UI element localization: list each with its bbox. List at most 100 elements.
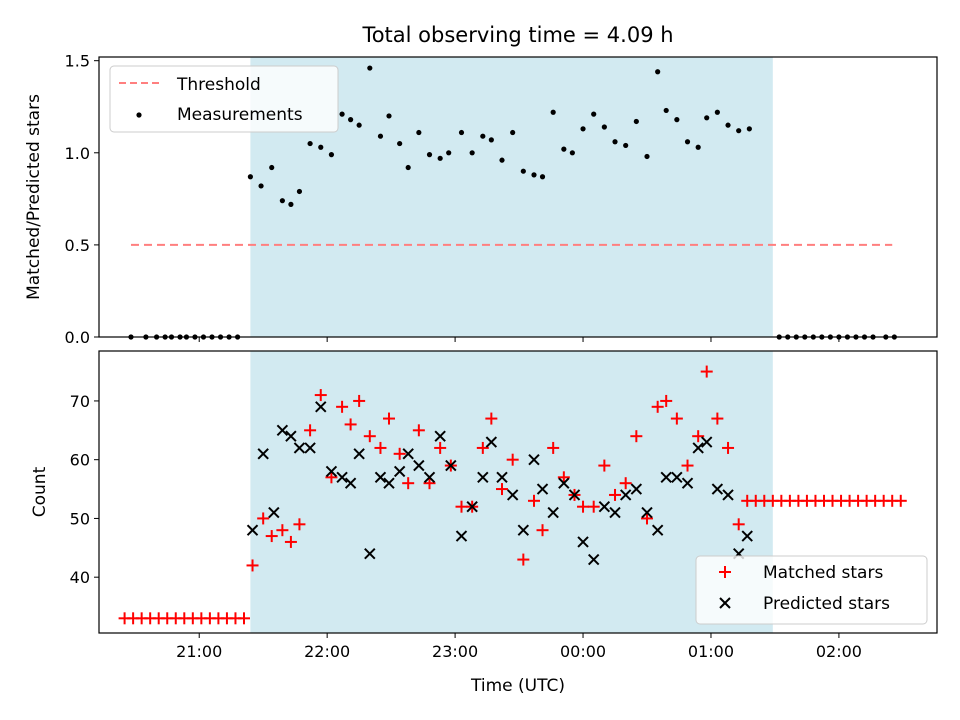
matched-star-point (506, 453, 519, 466)
y-tick-label: 0.5 (65, 236, 90, 255)
matched-star-point (265, 530, 278, 543)
matched-star-point (587, 500, 600, 513)
matched-star-point (681, 459, 694, 472)
measurement-point (499, 157, 505, 163)
x-tick-label: 21:00 (176, 642, 222, 661)
predicted-star-point (587, 553, 600, 566)
predicted-star-point (402, 448, 414, 460)
measurement-point (279, 198, 285, 204)
predicted-star-point (304, 442, 316, 454)
predicted-star-point (393, 465, 406, 478)
predicted-star-point (485, 436, 498, 448)
predicted-star-point (651, 524, 664, 536)
measurement-point (258, 183, 264, 189)
predicted-star-point (477, 471, 489, 484)
predicted-star-point (630, 483, 643, 495)
matched-star-point (382, 412, 395, 425)
matched-star-point (692, 430, 705, 443)
measurement-point (469, 150, 475, 156)
measurement-point (288, 201, 294, 207)
measurement-point (356, 122, 362, 128)
predicted-star-point (276, 424, 289, 437)
measurement-point (307, 140, 313, 147)
measurement-point (426, 152, 433, 158)
x-tick-label: 01:00 (688, 642, 734, 661)
x-tick-label: 02:00 (816, 642, 862, 661)
predicted-stars-legend-marker (719, 597, 731, 609)
predicted-star-point (681, 477, 694, 489)
matched-star-point (304, 424, 317, 437)
predicted-star-point (641, 506, 653, 519)
predicted-star-point (722, 489, 734, 501)
measurement-point (591, 111, 597, 117)
measurement-point (714, 109, 720, 115)
measurement-point (663, 107, 669, 114)
predicted-star-point (413, 459, 425, 472)
threshold-legend-label: Threshold (176, 75, 261, 95)
predicted-star-point (285, 430, 297, 442)
matched-star-point (246, 559, 259, 572)
x-tick-label: 22:00 (304, 642, 350, 661)
matched-star-point (412, 424, 425, 437)
y-tick-label: 40 (70, 568, 90, 587)
predicted-star-point (577, 536, 589, 548)
matched-star-point (455, 500, 468, 513)
predicted-star-point (466, 500, 478, 513)
measurement-point (674, 117, 680, 123)
measurement-point (725, 122, 731, 128)
predicted-star-point (257, 448, 269, 460)
predicted-star-point (364, 547, 376, 560)
matched-star-point (517, 553, 530, 566)
ratio-legend: Threshold Measurements (109, 65, 339, 133)
matched-star-point (619, 477, 632, 490)
predicted-star-point (246, 524, 259, 536)
measurement-point (367, 65, 373, 71)
measurement-point (437, 155, 443, 161)
y-tick-label: 0.0 (65, 328, 90, 347)
measurement-point (539, 174, 546, 180)
predicted-star-point (445, 459, 457, 472)
matched-star-point (577, 500, 590, 513)
predicted-stars-legend-label: Predicted stars (763, 594, 890, 614)
count-panel-frame (98, 350, 938, 634)
matched-star-point (557, 471, 570, 484)
predicted-star-point (336, 471, 348, 484)
matched-star-point (344, 418, 357, 431)
measurement-point (655, 69, 661, 75)
measurement-point (397, 140, 403, 147)
measurement-point (328, 152, 335, 158)
matched-star-point (609, 488, 622, 501)
measurement-point (318, 144, 324, 150)
measurement-point (531, 172, 537, 178)
measurement-point (736, 128, 742, 134)
measurement-point (348, 117, 354, 123)
predicted-star-point (536, 483, 549, 495)
predicted-star-point (268, 506, 280, 519)
y-tick-label: 60 (70, 451, 90, 470)
predicted-star-point (558, 477, 570, 489)
measurement-point (644, 153, 650, 160)
measurement-point (510, 129, 516, 136)
matched-star-point (641, 512, 654, 525)
predicted-star-point (506, 489, 519, 501)
measurement-point (247, 174, 253, 180)
matched-star-point (894, 494, 907, 507)
measurement-point (580, 126, 586, 132)
predicted-star-point (517, 524, 530, 536)
count-y-axis-label: Count (30, 466, 50, 517)
matched-star-point (393, 447, 406, 460)
matched-star-point (651, 400, 664, 413)
measurement-point (269, 164, 275, 171)
measurement-point (601, 124, 607, 130)
matched-star-point (363, 430, 376, 443)
predicted-star-point (711, 483, 724, 495)
matched-star-point (598, 459, 611, 472)
count-legend-box (695, 555, 928, 625)
x-tick-label: 00:00 (560, 642, 606, 661)
predicted-star-point (692, 442, 704, 454)
matched-star-point (336, 400, 349, 413)
predicted-star-point (619, 489, 632, 501)
matched-star-point (374, 441, 387, 454)
predicted-star-point (353, 448, 365, 460)
